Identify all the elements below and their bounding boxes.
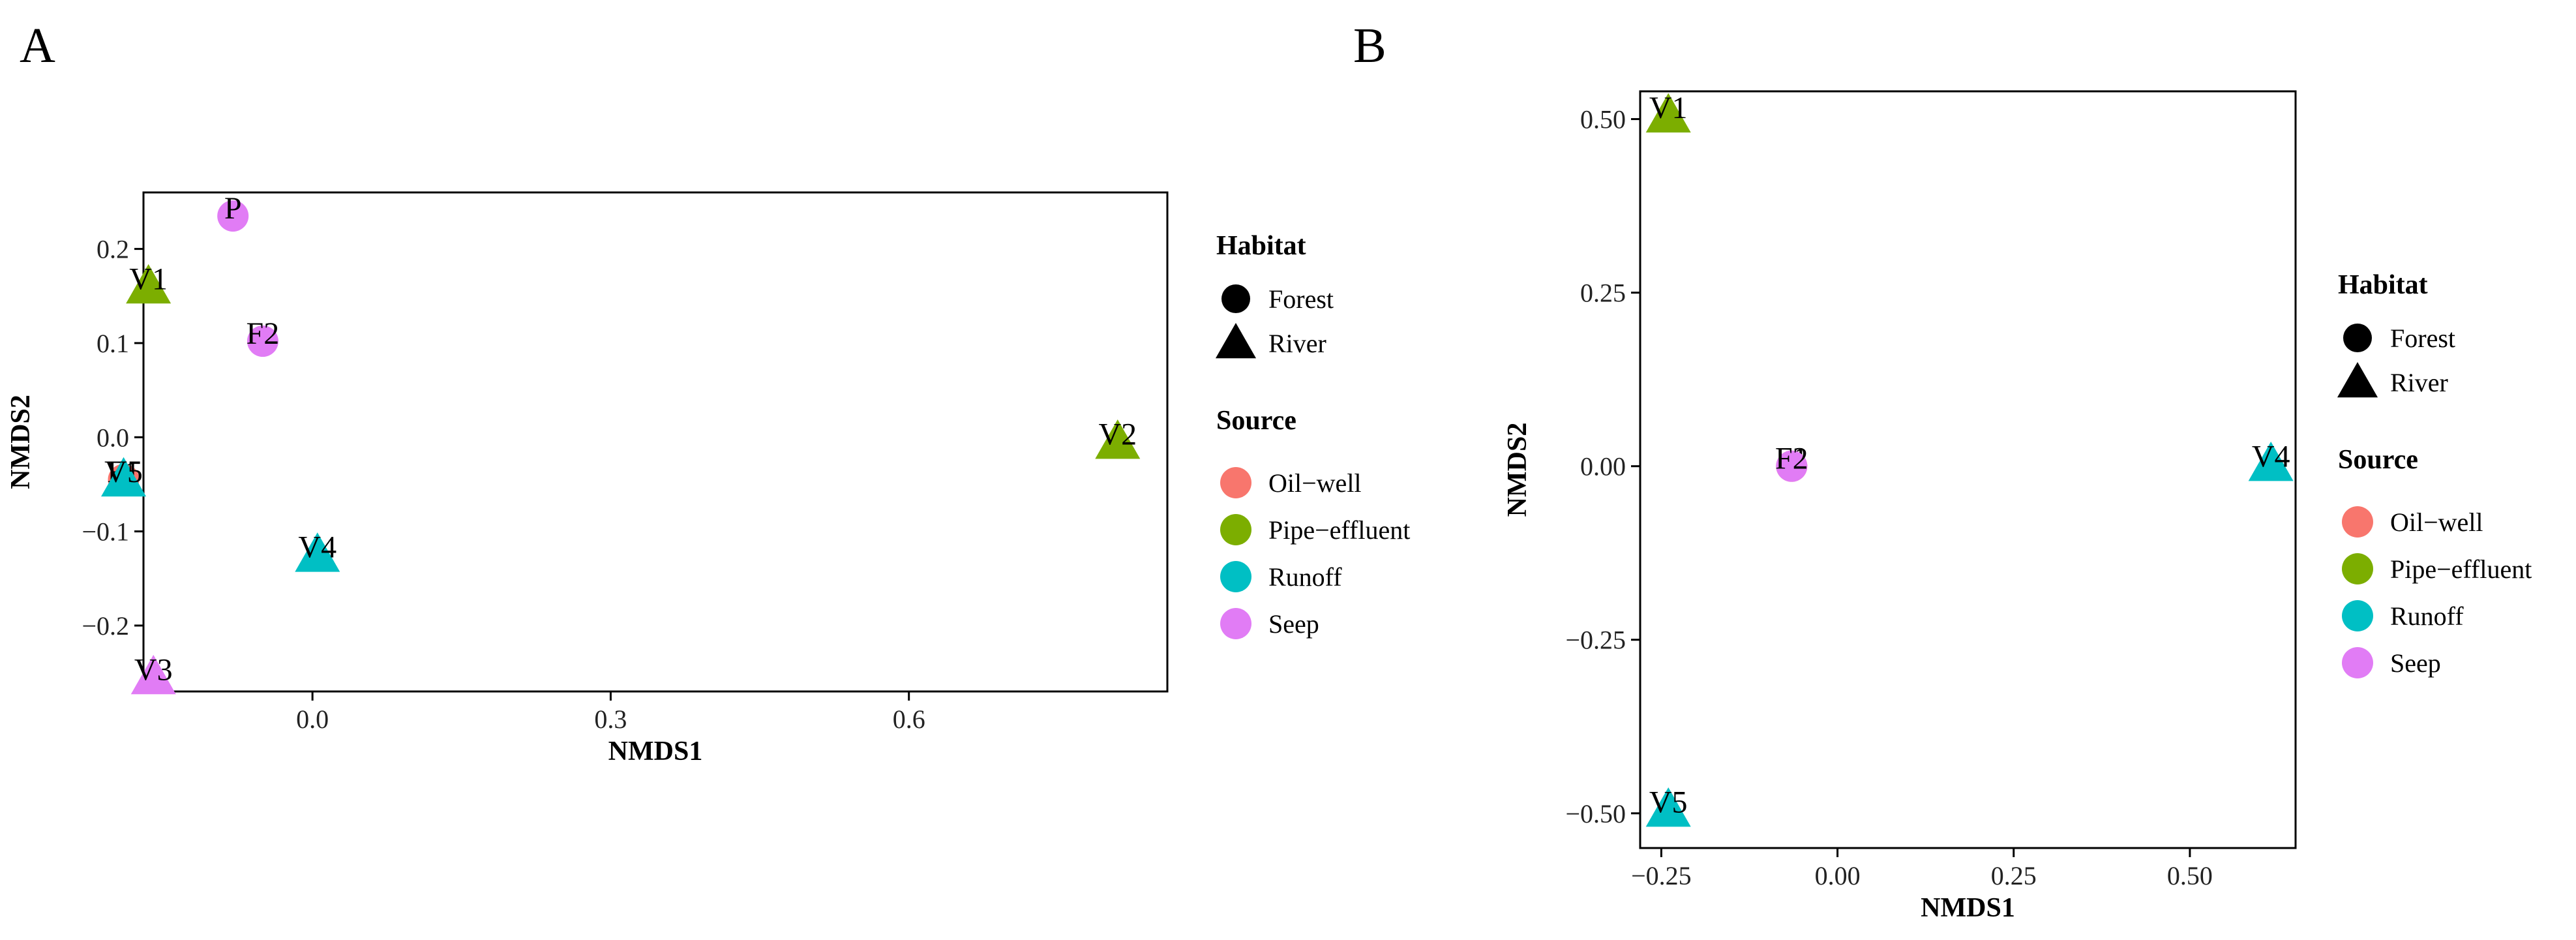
legend-source-swatch [2342,553,2373,584]
y-tick-label: 0.1 [97,329,129,358]
chart-panel-a: 0.0 0.3 0.6 0.2 0.1 0.0 −0.1 −0.2 NMDS1 NMDS2 P F2 V… [6,191,1169,766]
data-point-triangle [295,532,340,572]
x-axis-title: NMDS1 [1921,893,2015,923]
legend-circle-icon [1221,284,1250,313]
legend-habitat-title: Habitat [2338,270,2428,300]
legend-source-swatch [1220,514,1251,545]
plot-frame [142,191,1169,693]
data-point-circle [247,326,278,357]
point-label: V5 [1649,785,1688,819]
legend-source-swatch [1220,608,1251,639]
data-point-triangle [1645,93,1691,133]
legend-source-label: Pipe−effluent [2390,554,2532,584]
x-tick-label: −0.25 [1631,861,1692,890]
legend-panel-a: Habitat Forest River Source Oil−well Pipe−eff… [1215,231,1410,639]
legend-source-label: Oil−well [2390,508,2483,537]
legend-habitat-label: River [1268,329,1326,358]
x-tick-label: 0.25 [1991,861,2037,890]
point-label: F2 [247,316,280,351]
y-axis-title: NMDS2 [1503,423,1533,517]
legend-source-label: Oil−well [1268,468,1362,498]
point-label: V4 [2252,439,2290,474]
point-label: V4 [298,530,337,565]
x-tick-label: 0.50 [2167,861,2213,890]
y-tick-label: −0.25 [1565,626,1626,655]
plot-frame [1639,90,2297,849]
point-label: V1 [1649,91,1688,125]
legend-source-swatch [2342,506,2373,538]
x-tick-label: 0.0 [296,705,329,734]
point-label: V1 [129,262,168,296]
point-label: F2 [1775,442,1808,476]
legend-habitat-title: Habitat [1216,231,1306,261]
data-point-triangle [126,264,172,304]
point-label: P [224,191,242,226]
legend-source-swatch [2342,600,2373,631]
point-label: V3 [134,652,173,687]
legend-source-swatch [1220,561,1251,592]
legend-source-swatch [1220,467,1251,498]
x-tick-label: 0.6 [893,705,925,734]
data-point-circle [217,200,249,232]
legend-habitat-label: River [2390,368,2448,397]
legend-source-label: Runoff [1268,562,1342,592]
data-point-triangle [101,457,147,497]
panel-label-b: B [1353,18,1386,73]
chart-panel-b: −0.25 0.00 0.25 0.50 0.50 0.25 0.00 −0.25 −0.50 N… [1503,90,2297,923]
point-label: V5 [104,455,143,489]
legend-panel-b: Habitat Forest River Source Oil−well Pipe−eff… [2337,270,2532,678]
y-tick-label: −0.50 [1565,799,1626,828]
legend-source-label: Runoff [2390,601,2464,631]
legend-source-label: Seep [1268,609,1319,639]
y-tick-label: 0.0 [97,423,129,452]
legend-source-swatch [2342,647,2373,678]
y-axis-title: NMDS2 [6,395,36,489]
legend-habitat-label: Forest [1268,284,1334,314]
point-label: V2 [1098,417,1137,452]
panel-label-a: A [20,18,55,73]
x-tick-label: 0.3 [594,705,627,734]
y-tick-label: 0.2 [97,235,129,264]
data-point-triangle [1645,787,1691,827]
legend-triangle-icon [2337,361,2378,398]
y-tick-label: 0.25 [1580,279,1626,308]
x-tick-label: 0.00 [1815,861,1861,890]
legend-habitat-label: Forest [2390,324,2455,353]
y-tick-label: 0.00 [1580,452,1626,481]
data-point-triangle [1095,419,1141,459]
legend-source-label: Pipe−effluent [1268,515,1410,545]
data-point-triangle [130,654,176,695]
data-point-circle [1776,450,1808,482]
y-tick-label: 0.50 [1580,105,1626,134]
x-axis-title: NMDS1 [608,736,703,766]
legend-source-title: Source [1216,406,1296,436]
y-tick-label: −0.1 [82,517,129,547]
legend-source-label: Seep [2390,648,2441,678]
y-tick-label: −0.2 [82,611,129,641]
data-point-triangle [2248,441,2294,481]
legend-circle-icon [2343,324,2372,352]
legend-source-title: Source [2338,445,2418,475]
legend-triangle-icon [1215,322,1257,359]
